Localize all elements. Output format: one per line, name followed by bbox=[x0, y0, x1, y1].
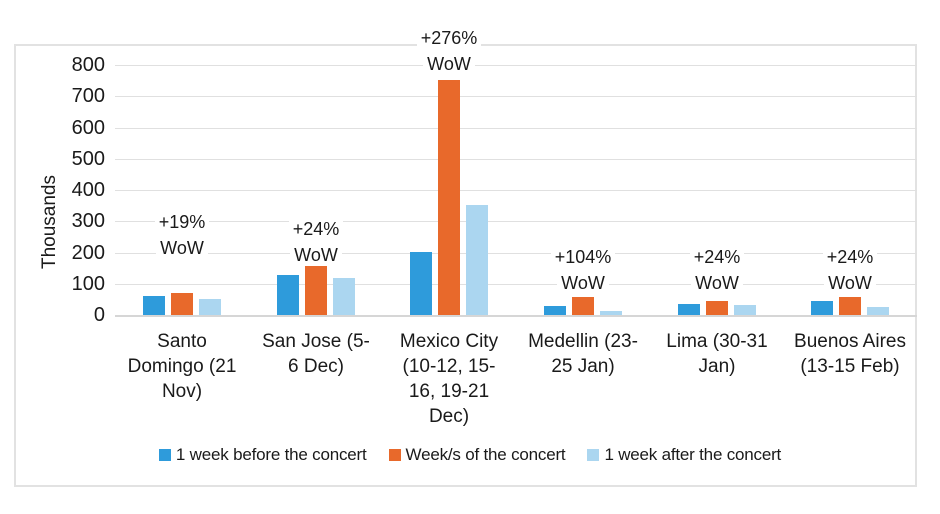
bar-1-week-after-the-concert-0 bbox=[199, 299, 221, 315]
bar-week-s-of-the-concert-4 bbox=[706, 301, 728, 315]
bar-1-week-after-the-concert-4 bbox=[734, 305, 756, 315]
gridline-200 bbox=[115, 252, 917, 254]
gridline-500 bbox=[115, 158, 917, 160]
annotation-wow-4: WoW bbox=[691, 274, 743, 292]
y-tick-label-800: 800 bbox=[71, 54, 105, 76]
annotation-pct-5: +24% bbox=[822, 248, 878, 266]
gridline-700 bbox=[115, 96, 917, 98]
bar-1-week-before-the-concert-2 bbox=[410, 252, 432, 315]
category-label-0: Santo Domingo (21 Nov) bbox=[127, 331, 237, 402]
annotation-pct-2: +276% bbox=[416, 29, 482, 47]
category-label-2: Mexico City (10-12, 15- 16, 19-21 Dec) bbox=[399, 331, 499, 427]
bar-1-week-after-the-concert-5 bbox=[867, 307, 889, 315]
legend-item-1: Week/s of the concert bbox=[388, 445, 566, 465]
legend-label-0: 1 week before the concert bbox=[175, 445, 367, 464]
bar-1-week-before-the-concert-3 bbox=[544, 306, 566, 315]
annotation-wow-0: WoW bbox=[156, 239, 208, 257]
bar-week-s-of-the-concert-1 bbox=[305, 266, 327, 315]
bar-1-week-after-the-concert-3 bbox=[600, 311, 622, 315]
y-tick-label-700: 700 bbox=[71, 85, 105, 108]
y-tick-label-400: 400 bbox=[71, 179, 105, 201]
bar-week-s-of-the-concert-0 bbox=[171, 293, 193, 315]
legend: 1 week before the concert Week/s of the c… bbox=[0, 445, 940, 465]
category-label-4: Lima (30-31 Jan) bbox=[666, 331, 768, 377]
legend-swatch-icon-1 bbox=[388, 449, 401, 461]
category-label-1: San Jose (5- 6 Dec) bbox=[262, 331, 370, 377]
annotation-pct-0: +19% bbox=[154, 213, 210, 231]
bar-week-s-of-the-concert-5 bbox=[839, 297, 861, 315]
legend-label-1: Week/s of the concert bbox=[405, 445, 566, 464]
legend-item-2: 1 week after the concert bbox=[587, 445, 781, 465]
annotation-wow-3: WoW bbox=[557, 274, 609, 292]
gridline-600 bbox=[115, 127, 917, 129]
legend-swatch-icon-0 bbox=[158, 449, 171, 461]
annotation-wow-5: WoW bbox=[824, 274, 876, 292]
y-tick-label-0: 0 bbox=[93, 304, 105, 326]
bar-1-week-before-the-concert-4 bbox=[678, 304, 700, 315]
bar-1-week-before-the-concert-5 bbox=[811, 301, 833, 315]
category-label-3: Medellin (23- 25 Jan) bbox=[528, 331, 638, 377]
annotation-pct-1: +24% bbox=[288, 220, 344, 238]
y-tick-label-300: 300 bbox=[71, 210, 105, 233]
legend-swatch-icon-2 bbox=[587, 449, 600, 461]
bar-1-week-after-the-concert-2 bbox=[466, 205, 488, 315]
bar-1-week-after-the-concert-1 bbox=[333, 278, 355, 315]
annotation-wow-2: WoW bbox=[423, 55, 475, 73]
annotation-pct-3: +104% bbox=[550, 248, 616, 266]
gridline-400 bbox=[115, 190, 917, 191]
legend-label-2: 1 week after the concert bbox=[604, 445, 782, 464]
bar-1-week-before-the-concert-0 bbox=[143, 296, 165, 315]
annotation-wow-1: WoW bbox=[290, 246, 342, 264]
legend-item-0: 1 week before the concert bbox=[158, 445, 367, 465]
x-axis-line bbox=[115, 315, 917, 317]
bar-1-week-before-the-concert-1 bbox=[277, 275, 299, 315]
y-tick-label-100: 100 bbox=[71, 272, 105, 295]
bar-week-s-of-the-concert-2 bbox=[438, 80, 460, 315]
gridline-300 bbox=[115, 221, 917, 223]
y-tick-label-500: 500 bbox=[71, 147, 105, 170]
y-tick-label-200: 200 bbox=[71, 241, 105, 264]
category-label-5: Buenos Aires (13-15 Feb) bbox=[794, 331, 906, 377]
y-tick-label-600: 600 bbox=[71, 116, 105, 139]
chart-frame bbox=[14, 44, 917, 487]
gridline-800 bbox=[115, 65, 917, 66]
bar-week-s-of-the-concert-3 bbox=[572, 297, 594, 315]
annotation-pct-4: +24% bbox=[689, 248, 745, 266]
gridline-100 bbox=[115, 283, 917, 285]
